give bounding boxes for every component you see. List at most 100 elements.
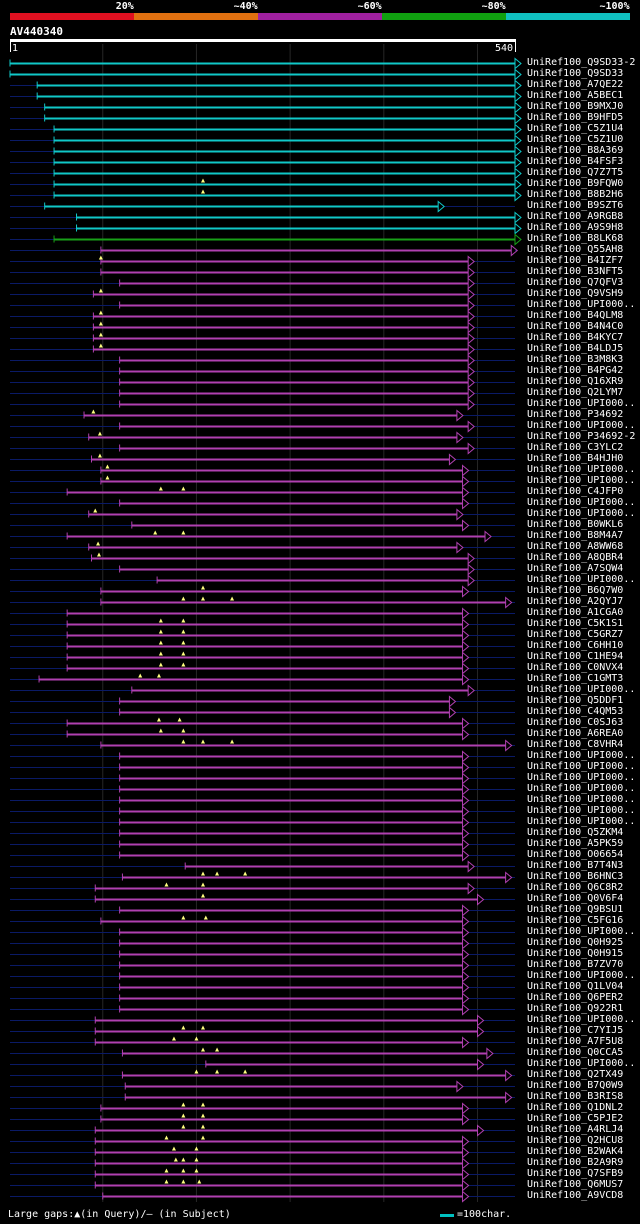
hit-label[interactable]: UniRef100_Q9VSH9 [527, 288, 624, 299]
hit-label[interactable]: UniRef100_Q0CCA5 [527, 1047, 624, 1058]
hit-label[interactable]: UniRef100_B3NFT5 [527, 266, 624, 277]
hit-label[interactable]: UniRef100_C5FG16 [527, 915, 624, 926]
hit-label[interactable]: UniRef100_UPI000.. [527, 299, 636, 310]
hit-label[interactable]: UniRef100_UPI000.. [527, 420, 636, 431]
hit-label[interactable]: UniRef100_P34692 [527, 409, 624, 420]
hit-label[interactable]: UniRef100_P34692-2 [527, 431, 636, 442]
hit-label[interactable]: UniRef100_B7Q0W9 [527, 1080, 624, 1091]
hit-label[interactable]: UniRef100_Q6C8R2 [527, 882, 624, 893]
hit-label[interactable]: UniRef100_C1GMT3 [527, 673, 624, 684]
hit-label[interactable]: UniRef100_B9SZT6 [527, 200, 624, 211]
hit-label[interactable]: UniRef100_C5GRZ7 [527, 629, 624, 640]
hit-label[interactable]: UniRef100_B4KYC7 [527, 332, 624, 343]
hit-label[interactable]: UniRef100_UPI000.. [527, 398, 636, 409]
hit-label[interactable]: UniRef100_B7ZV70 [527, 959, 624, 970]
hit-label[interactable]: UniRef100_B8B2H6 [527, 189, 624, 200]
hit-label[interactable]: UniRef100_UPI000.. [527, 497, 636, 508]
hit-label[interactable]: UniRef100_A8WW68 [527, 541, 624, 552]
hit-label[interactable]: UniRef100_B6Q7W0 [527, 585, 624, 596]
hit-label[interactable]: UniRef100_UPI000.. [527, 805, 636, 816]
hit-label[interactable]: UniRef100_B4QLM8 [527, 310, 624, 321]
hit-label[interactable]: UniRef100_UPI000.. [527, 761, 636, 772]
hit-label[interactable]: UniRef100_B2WAK4 [527, 1146, 624, 1157]
hit-label[interactable]: UniRef100_UPI000.. [527, 464, 636, 475]
hit-label[interactable]: UniRef100_C5Z1U4 [527, 123, 624, 134]
hit-label[interactable]: UniRef100_A9VCD8 [527, 1190, 624, 1201]
hit-label[interactable]: UniRef100_C5K1S1 [527, 618, 624, 629]
hit-label[interactable]: UniRef100_Q1LV04 [527, 981, 624, 992]
hit-label[interactable]: UniRef100_C0SJ63 [527, 717, 624, 728]
hit-label[interactable]: UniRef100_B3M8K3 [527, 354, 624, 365]
hit-label[interactable]: UniRef100_Q9SD33 [527, 68, 624, 79]
hit-label[interactable]: UniRef100_A2QYJ7 [527, 596, 624, 607]
hit-label[interactable]: UniRef100_UPI000.. [527, 794, 636, 805]
hit-label[interactable]: UniRef100_Q2LYM7 [527, 387, 624, 398]
hit-label[interactable]: UniRef100_UPI000.. [527, 475, 636, 486]
hit-label[interactable]: UniRef100_C5PJE2 [527, 1113, 624, 1124]
hit-label[interactable]: UniRef100_UPI000.. [527, 1014, 636, 1025]
hit-label[interactable]: UniRef100_Q9BSU1 [527, 904, 624, 915]
hit-label[interactable]: UniRef100_C1HE94 [527, 651, 624, 662]
hit-label[interactable]: UniRef100_B0WKL6 [527, 519, 624, 530]
hit-label[interactable]: UniRef100_A9S9H8 [527, 222, 624, 233]
hit-label[interactable]: UniRef100_UPI000.. [527, 816, 636, 827]
hit-label[interactable]: UniRef100_Q5DDF1 [527, 695, 624, 706]
hit-label[interactable]: UniRef100_A1CGA0 [527, 607, 624, 618]
hit-label[interactable]: UniRef100_B2A9R9 [527, 1157, 624, 1168]
hit-label[interactable]: UniRef100_B9FQW0 [527, 178, 624, 189]
hit-label[interactable]: UniRef100_UPI000.. [527, 926, 636, 937]
hit-label[interactable]: UniRef100_UPI000.. [527, 508, 636, 519]
hit-label[interactable]: UniRef100_B4IZF7 [527, 255, 624, 266]
hit-label[interactable]: UniRef100_C5Z1U0 [527, 134, 624, 145]
hit-label[interactable]: UniRef100_B9MXJ0 [527, 101, 624, 112]
hit-label[interactable]: UniRef100_Q5ZKM4 [527, 827, 624, 838]
hit-label[interactable]: UniRef100_A6REA0 [527, 728, 624, 739]
hit-label[interactable]: UniRef100_Q7QFV3 [527, 277, 624, 288]
hit-label[interactable]: UniRef100_B9HFD5 [527, 112, 624, 123]
hit-label[interactable]: UniRef100_C7YIJ5 [527, 1025, 624, 1036]
hit-label[interactable]: UniRef100_B4FSF3 [527, 156, 624, 167]
hit-label[interactable]: UniRef100_A8QBR4 [527, 552, 624, 563]
hit-label[interactable]: UniRef100_O06654 [527, 849, 624, 860]
hit-label[interactable]: UniRef100_B6HNC3 [527, 871, 624, 882]
hit-label[interactable]: UniRef100_Q2HCU8 [527, 1135, 624, 1146]
hit-label[interactable]: UniRef100_A7F5U8 [527, 1036, 624, 1047]
hit-label[interactable]: UniRef100_UPI000.. [527, 684, 636, 695]
hit-label[interactable]: UniRef100_Q1DNL2 [527, 1102, 624, 1113]
hit-label[interactable]: UniRef100_A7QE22 [527, 79, 624, 90]
hit-label[interactable]: UniRef100_C4QM53 [527, 706, 624, 717]
hit-label[interactable]: UniRef100_B3RIS8 [527, 1091, 624, 1102]
hit-label[interactable]: UniRef100_A7SQW4 [527, 563, 624, 574]
hit-label[interactable]: UniRef100_Q9SD33-2 [527, 57, 636, 68]
hit-label[interactable]: UniRef100_C6HH10 [527, 640, 624, 651]
hit-label[interactable]: UniRef100_B8A369 [527, 145, 624, 156]
hit-label[interactable]: UniRef100_A4RLJ4 [527, 1124, 624, 1135]
hit-label[interactable]: UniRef100_Q6MUS7 [527, 1179, 624, 1190]
hit-label[interactable]: UniRef100_C0NVX4 [527, 662, 624, 673]
hit-label[interactable]: UniRef100_A5PK59 [527, 838, 624, 849]
hit-label[interactable]: UniRef100_C4JFP0 [527, 486, 624, 497]
hit-label[interactable]: UniRef100_Q2TX49 [527, 1069, 624, 1080]
hit-label[interactable]: UniRef100_Q922R1 [527, 1003, 624, 1014]
hit-label[interactable]: UniRef100_Q55AH8 [527, 244, 624, 255]
hit-label[interactable]: UniRef100_UPI000.. [527, 1058, 636, 1069]
hit-label[interactable]: UniRef100_Q6PER2 [527, 992, 624, 1003]
hit-label[interactable]: UniRef100_B7T4N3 [527, 860, 624, 871]
hit-label[interactable]: UniRef100_UPI000.. [527, 772, 636, 783]
hit-label[interactable]: UniRef100_B4HJH0 [527, 453, 624, 464]
hit-label[interactable]: UniRef100_UPI000.. [527, 574, 636, 585]
hit-label[interactable]: UniRef100_B4PG42 [527, 365, 624, 376]
hit-label[interactable]: UniRef100_Q0H925 [527, 937, 624, 948]
hit-label[interactable]: UniRef100_B8M4A7 [527, 530, 624, 541]
hit-label[interactable]: UniRef100_UPI000.. [527, 783, 636, 794]
hit-label[interactable]: UniRef100_Q0H915 [527, 948, 624, 959]
hit-label[interactable]: UniRef100_B4N4C0 [527, 321, 624, 332]
hit-label[interactable]: UniRef100_UPI000.. [527, 750, 636, 761]
hit-label[interactable]: UniRef100_Q0V6F4 [527, 893, 624, 904]
hit-label[interactable]: UniRef100_B4LDJ5 [527, 343, 624, 354]
hit-label[interactable]: UniRef100_B8LK68 [527, 233, 624, 244]
hit-label[interactable]: UniRef100_Q16XR9 [527, 376, 624, 387]
hit-label[interactable]: UniRef100_A9RGB8 [527, 211, 624, 222]
hit-label[interactable]: UniRef100_C8VHR4 [527, 739, 624, 750]
hit-label[interactable]: UniRef100_Q7SFB9 [527, 1168, 624, 1179]
